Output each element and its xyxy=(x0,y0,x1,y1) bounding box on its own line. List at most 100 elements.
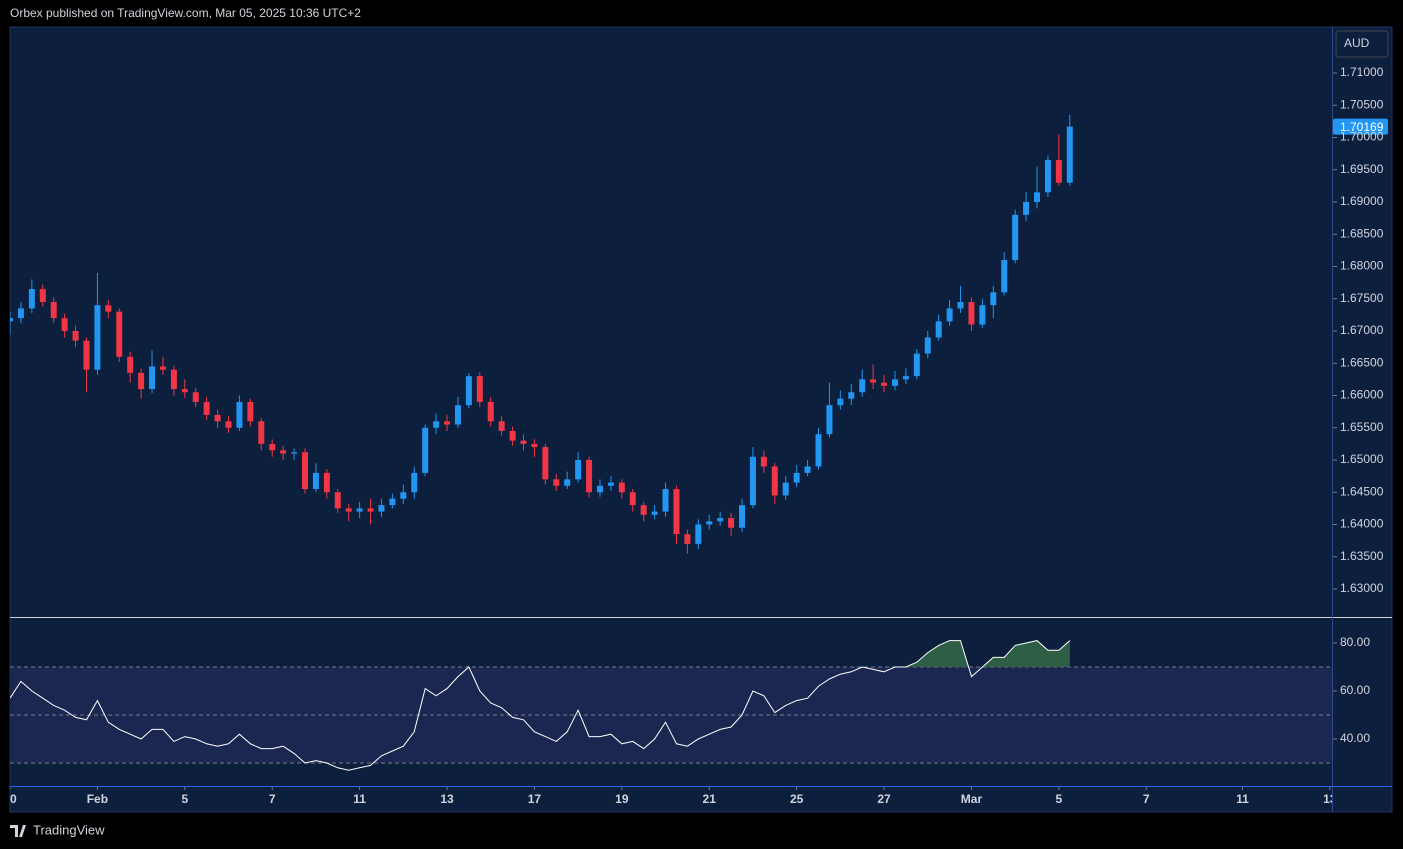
candle-body xyxy=(389,498,396,506)
y-tick-label: 40.00 xyxy=(1340,731,1370,745)
x-tick-label: Mar xyxy=(961,792,983,806)
candle-body xyxy=(542,447,549,480)
candle-body xyxy=(312,472,319,490)
candle-body xyxy=(531,443,538,448)
candle-body xyxy=(367,508,374,512)
y-tick-label: 80.00 xyxy=(1340,635,1370,649)
x-tick-label: 27 xyxy=(877,792,891,806)
candle-body xyxy=(946,308,953,322)
y-tick-label: 60.00 xyxy=(1340,683,1370,697)
candle-body xyxy=(924,337,931,354)
candle-body xyxy=(50,301,57,319)
last-price-tag xyxy=(1333,118,1388,135)
y-tick-label: 1.70500 xyxy=(1340,97,1384,111)
candle-body xyxy=(684,534,691,544)
y-tick-label: 1.66000 xyxy=(1340,388,1384,402)
candle-body xyxy=(83,340,90,370)
candle-body xyxy=(935,321,942,338)
last-price-label: 1.70169 xyxy=(1340,120,1384,134)
plot-layer: 1.70169 1.63000 1.63500 1.64000 1.64500 1.650… xyxy=(3,65,1388,806)
y-tick-label: 1.67500 xyxy=(1340,291,1384,305)
candle-body xyxy=(793,472,800,483)
candle-body xyxy=(203,401,210,415)
candle-body xyxy=(236,401,243,428)
candle-body xyxy=(1001,260,1008,293)
y-tick-label: 1.66500 xyxy=(1340,355,1384,369)
x-tick-label: 19 xyxy=(615,792,629,806)
candle-body xyxy=(618,482,625,493)
candle-body xyxy=(323,472,330,493)
candle-body xyxy=(596,485,603,493)
rsi-overbought-fill xyxy=(905,640,1070,667)
candle-body xyxy=(116,311,123,357)
candle-body xyxy=(465,376,472,406)
candle-body xyxy=(706,521,713,525)
candle-body xyxy=(859,379,866,393)
candle-body xyxy=(749,456,756,506)
candle-body xyxy=(39,289,46,302)
candle-body xyxy=(170,369,177,390)
brand-logo xyxy=(10,825,26,837)
x-tick-label: Feb xyxy=(87,792,108,806)
y-tick-label: 1.63000 xyxy=(1340,581,1384,595)
candle-body xyxy=(968,301,975,325)
x-tick-label: 30 xyxy=(3,792,17,806)
y-tick-label: 1.68000 xyxy=(1340,259,1384,273)
candle-body xyxy=(192,392,199,402)
x-tick-label: 5 xyxy=(181,792,188,806)
candle-body xyxy=(28,289,35,309)
candle-body xyxy=(662,489,669,512)
publish-info: Orbex published on TradingView.com, Mar … xyxy=(10,6,361,20)
y-tick-label: 1.65500 xyxy=(1340,420,1384,434)
candle-body xyxy=(1066,126,1073,183)
candle-body xyxy=(564,479,571,486)
candle-body xyxy=(301,452,308,490)
candle-body xyxy=(127,356,134,373)
y-tick-label: 1.69000 xyxy=(1340,194,1384,208)
x-tick-label: 13 xyxy=(440,792,454,806)
candle-body xyxy=(1044,160,1051,193)
candle-body xyxy=(913,353,920,377)
x-tick-label: 11 xyxy=(353,792,366,806)
candle-body xyxy=(94,305,101,370)
y-tick-label: 1.67000 xyxy=(1340,323,1384,337)
x-tick-label: 13 xyxy=(1323,792,1337,806)
candle-body xyxy=(10,318,13,322)
candle-body xyxy=(553,479,560,486)
candle-body xyxy=(575,460,582,480)
candle-body xyxy=(881,382,888,386)
brand-name: TradingView xyxy=(33,822,105,837)
candle-body xyxy=(717,518,724,522)
candle-body xyxy=(422,427,429,473)
currency-label: AUD xyxy=(1344,36,1370,50)
brand: TradingView xyxy=(10,822,105,837)
pane xyxy=(10,640,1332,771)
candle-body xyxy=(1034,192,1041,202)
x-tick-label: 11 xyxy=(1236,792,1249,806)
candle-body xyxy=(258,421,265,444)
y-tick-label: 1.69500 xyxy=(1340,162,1384,176)
candle-body xyxy=(651,511,658,515)
candle-body xyxy=(476,376,483,402)
y-tick-label: 1.65000 xyxy=(1340,452,1384,466)
candle-body xyxy=(902,376,909,380)
candle-body xyxy=(870,379,877,383)
candle-body xyxy=(433,421,440,428)
currency-button[interactable] xyxy=(1335,30,1389,58)
candle-body xyxy=(1055,160,1062,183)
candle-body xyxy=(815,434,822,467)
candle-body xyxy=(837,398,844,406)
candle-body xyxy=(269,443,276,451)
candle-body xyxy=(1012,214,1019,261)
candle-body xyxy=(498,421,505,431)
candle-body xyxy=(739,505,746,528)
x-tick-label: 21 xyxy=(703,792,717,806)
y-tick-label: 1.71000 xyxy=(1340,65,1384,79)
candle-body xyxy=(629,492,636,506)
candle-body xyxy=(280,450,287,454)
candle-body xyxy=(695,524,702,544)
candle-body xyxy=(826,405,833,435)
candle-body xyxy=(444,421,451,425)
